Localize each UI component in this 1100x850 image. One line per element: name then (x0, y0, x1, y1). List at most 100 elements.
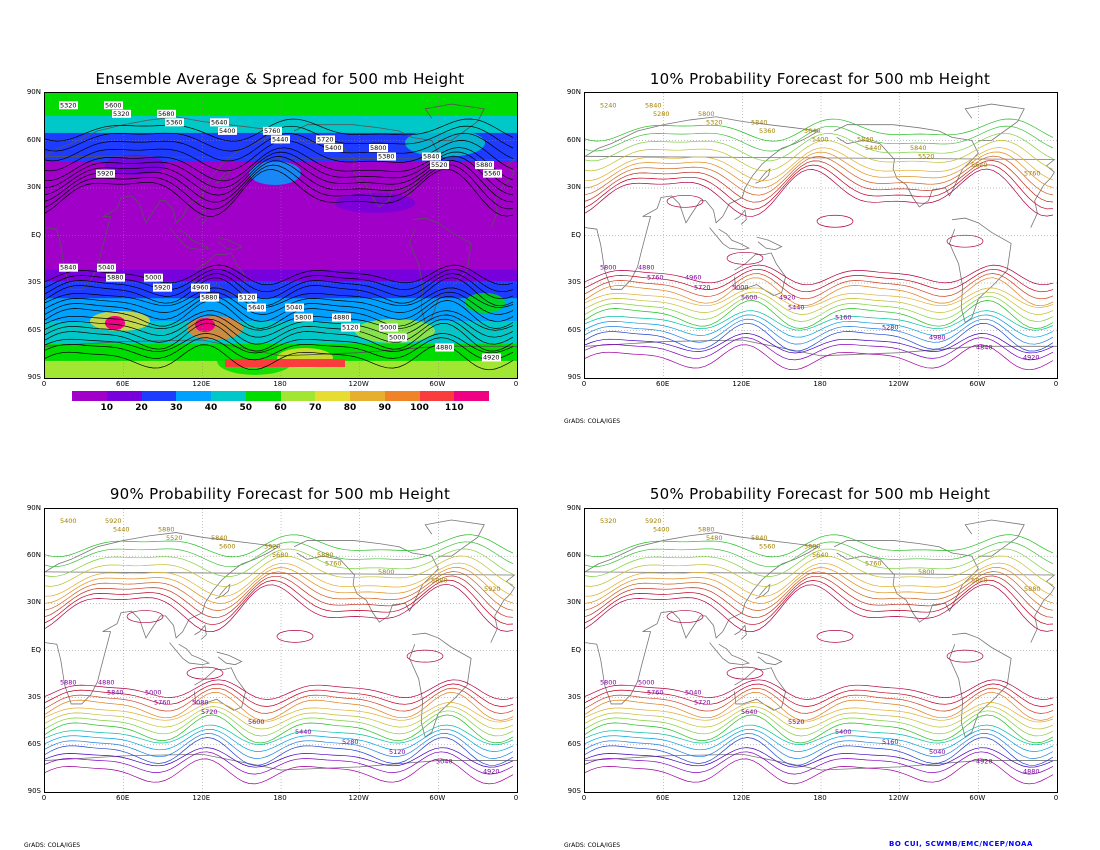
credit-text: BO CUI, SCWMB/EMC/NCEP/NOAA (889, 840, 1033, 848)
colorbar-label: 10 (100, 403, 114, 413)
contour-label: 5120 (238, 293, 257, 302)
contour-label: 5040 (685, 688, 702, 696)
svg-text:5920: 5920 (154, 284, 171, 292)
contour-label: 5840 (910, 144, 927, 152)
contour-label: 4840 (976, 344, 993, 352)
svg-text:5840: 5840 (751, 534, 768, 542)
contour-label: 4880 (98, 678, 115, 686)
map-area: 5320 5400 5480 5560 5640 5760 5800 5840 5880 5920… (584, 508, 1058, 793)
contour-label: 5760 (647, 274, 664, 282)
contour-label: 5360 (759, 127, 776, 135)
svg-text:5040: 5040 (929, 748, 946, 756)
colorbar-label: 90 (378, 403, 392, 413)
colorbar-swatch (454, 391, 489, 401)
contour-label: 5840 (107, 688, 124, 696)
svg-text:4920: 4920 (1023, 353, 1040, 361)
svg-text:5280: 5280 (882, 324, 899, 332)
contour-label: 4920 (976, 758, 993, 766)
svg-text:5840: 5840 (60, 264, 77, 272)
map-area: 5240 5280 5320 5360 5400 5440 5520 5640 5760 5840… (584, 92, 1058, 379)
panel-title: 10% Probability Forecast for 500 mb Heig… (649, 70, 991, 88)
contour-label: 5920 (153, 283, 172, 292)
svg-text:5040: 5040 (436, 758, 453, 766)
lon-tick-label: 0 (41, 794, 47, 802)
lon-tick-label: 0 (41, 380, 47, 388)
svg-text:5920: 5920 (484, 585, 501, 593)
colorbar-swatch (350, 391, 385, 401)
lon-tick-label: 120W (348, 380, 369, 388)
contour-label: 5520 (430, 161, 449, 170)
lat-tick-label: 90S (27, 787, 41, 795)
svg-text:5920: 5920 (645, 517, 662, 525)
svg-text:5120: 5120 (342, 324, 359, 332)
colorbar-label: 40 (204, 403, 218, 413)
lat-tick-label: 30N (26, 183, 41, 191)
contour-label: 5720 (201, 708, 218, 716)
contour-label: 5560 (759, 543, 776, 551)
contour-label: 5880 (698, 526, 715, 534)
contour-label: 5720 (694, 698, 711, 706)
contour-label: 5920 (645, 517, 662, 525)
contour-label: 5800 (698, 110, 715, 118)
lat-tick-label: 90N (566, 88, 581, 96)
svg-text:5440: 5440 (865, 144, 882, 152)
svg-text:5760: 5760 (264, 127, 281, 135)
svg-text:5000: 5000 (389, 334, 406, 342)
lon-tick-label: 120E (732, 794, 751, 802)
contour-label: 5800 (600, 264, 617, 272)
contour-label: 5640 (247, 303, 266, 312)
spread-contour-map: 5320 5320 5360 5400 5440 5400 5380 5520 5560 5600… (45, 93, 517, 378)
colorbar-label: 50 (239, 403, 253, 413)
svg-text:5880: 5880 (698, 526, 715, 534)
svg-text:5800: 5800 (378, 568, 395, 576)
lon-tick-label: 0 (581, 794, 587, 802)
svg-text:5760: 5760 (154, 698, 171, 706)
colorbar-label: 70 (308, 403, 322, 413)
svg-text:5720: 5720 (317, 135, 334, 143)
svg-text:5680: 5680 (272, 551, 289, 559)
contour-label: 5640 (971, 161, 988, 169)
svg-text:5640: 5640 (812, 551, 829, 559)
lon-tick-label: 60W (429, 380, 446, 388)
svg-text:5640: 5640 (804, 127, 821, 135)
contour-label: 5380 (377, 152, 396, 161)
lat-tick-label: 60S (567, 739, 581, 748)
lat-tick-label: 30N (566, 183, 581, 191)
svg-text:4880: 4880 (1023, 768, 1040, 776)
prob-contour-map: 5400 5440 5520 5600 5680 5760 5800 5880 5920 5920… (45, 509, 517, 792)
contour-label: 5520 (918, 153, 935, 161)
contour-label: 5400 (812, 135, 829, 143)
lat-tick-label: EQ (571, 645, 581, 654)
contour-label: 5640 (812, 551, 829, 559)
contour-label: 5720 (316, 135, 335, 144)
colorbar-swatch (245, 391, 281, 401)
colorbar-label: 20 (135, 403, 148, 413)
colorbar-swatch (211, 391, 246, 401)
contour-label: 5400 (60, 517, 77, 525)
svg-text:5800: 5800 (295, 314, 312, 322)
svg-text:5440: 5440 (788, 304, 805, 312)
svg-text:5880: 5880 (431, 577, 448, 585)
svg-text:5600: 5600 (105, 101, 122, 109)
contour-label: 5040 (436, 758, 453, 766)
lon-tick-label: 60W (969, 380, 986, 388)
contour-label: 5600 (248, 718, 265, 726)
contour-label: 5840 (751, 118, 768, 126)
lat-tick-label: 60N (566, 551, 581, 560)
svg-text:4880: 4880 (638, 264, 655, 272)
contour-label: 5840 (857, 135, 874, 143)
svg-text:5280: 5280 (653, 110, 670, 118)
svg-text:5560: 5560 (759, 543, 776, 551)
lat-tick-label: 30S (27, 278, 41, 286)
svg-text:5400: 5400 (325, 144, 342, 152)
lat-tick-label: 90N (26, 88, 41, 96)
svg-text:5280: 5280 (342, 738, 359, 746)
map-area: 5320 5320 5360 5400 5440 5400 5380 5520 5560 5600… (44, 92, 518, 379)
contour-label: 4880 (332, 313, 351, 322)
contour-label: 5880 (200, 293, 219, 302)
svg-text:5880: 5880 (1024, 585, 1041, 593)
lat-tick-label: 30N (26, 598, 41, 607)
contour-label: 5840 (971, 577, 988, 585)
contour-label: 5800 (918, 568, 935, 576)
lon-tick-label: 0 (1053, 380, 1059, 388)
